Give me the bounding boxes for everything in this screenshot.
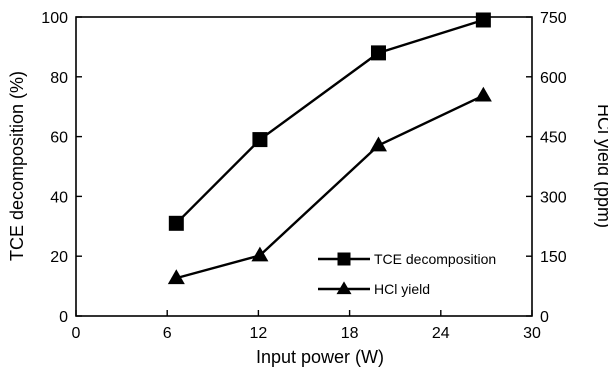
y-left-tick-label: 60 bbox=[50, 130, 68, 147]
y-left-tick-label: 20 bbox=[50, 249, 68, 266]
y-left-tick-label: 40 bbox=[50, 189, 68, 206]
x-tick-label: 6 bbox=[163, 325, 172, 342]
series-markers bbox=[167, 12, 492, 285]
legend-marker-hcl-yield bbox=[336, 281, 352, 295]
series-line-tce-decomposition bbox=[175, 18, 484, 225]
data-point-hcl-yield bbox=[369, 136, 387, 152]
y-right-tick-label: 300 bbox=[540, 189, 567, 206]
data-point-hcl-yield bbox=[474, 86, 492, 102]
data-point-tce-decomposition bbox=[370, 45, 386, 61]
x-tick-label: 30 bbox=[523, 325, 541, 342]
legend-label-hcl-yield: HCl yield bbox=[374, 281, 430, 297]
legend-marker-tce-decomposition bbox=[337, 252, 351, 266]
y-right-tick-label: 0 bbox=[540, 309, 549, 326]
series-lines bbox=[175, 18, 484, 280]
data-point-tce-decomposition bbox=[475, 12, 491, 28]
legend-label-tce-decomposition: TCE decomposition bbox=[374, 251, 496, 267]
data-point-tce-decomposition bbox=[168, 215, 184, 231]
y-left-tick-label: 0 bbox=[59, 309, 68, 326]
y-left-tick-label: 80 bbox=[50, 70, 68, 87]
data-point-hcl-yield bbox=[167, 269, 185, 285]
tick-marks bbox=[75, 16, 533, 317]
x-tick-label: 24 bbox=[432, 325, 450, 342]
y-axis-title-right: HCl yield (ppm) bbox=[594, 104, 608, 228]
plot-frame bbox=[75, 16, 533, 317]
x-tick-label: 18 bbox=[341, 325, 359, 342]
y-right-tick-label: 600 bbox=[540, 70, 567, 87]
y-left-tick-label: 100 bbox=[41, 10, 68, 27]
axes bbox=[75, 16, 533, 317]
x-axis-title: Input power (W) bbox=[256, 347, 384, 367]
y-axis-title-left: TCE decomposition (%) bbox=[7, 71, 27, 261]
x-tick-label: 12 bbox=[250, 325, 268, 342]
y-right-tick-label: 150 bbox=[540, 249, 567, 266]
series-line-hcl-yield bbox=[176, 94, 484, 280]
x-tick-label: 0 bbox=[72, 325, 81, 342]
legend: TCE decomposition HCl yield bbox=[318, 251, 496, 297]
data-point-hcl-yield bbox=[251, 246, 269, 262]
y-right-tick-label: 450 bbox=[540, 130, 567, 147]
y-right-tick-label: 750 bbox=[540, 10, 567, 27]
data-point-tce-decomposition bbox=[252, 132, 268, 148]
